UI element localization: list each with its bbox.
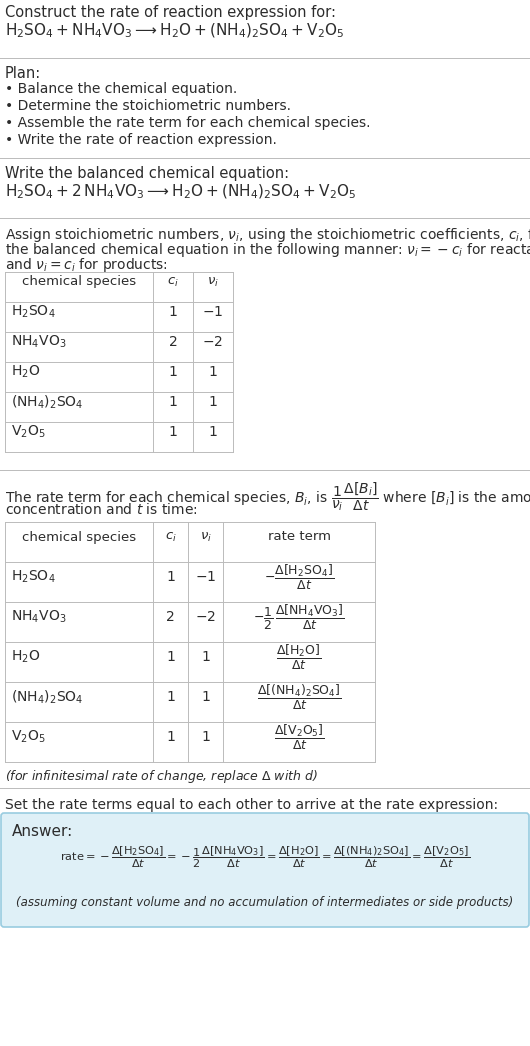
Text: $\mathrm{(NH_4)_2SO_4}$: $\mathrm{(NH_4)_2SO_4}$ [11,688,84,706]
Text: Answer:: Answer: [12,824,73,839]
Text: $\mathrm{H_2SO_4}$: $\mathrm{H_2SO_4}$ [11,569,56,585]
Text: 1: 1 [166,690,175,704]
Text: $\mathrm{V_2O_5}$: $\mathrm{V_2O_5}$ [11,729,46,745]
Text: (for infinitesimal rate of change, replace $\Delta$ with $d$): (for infinitesimal rate of change, repla… [5,768,318,784]
Text: Assign stoichiometric numbers, $\nu_i$, using the stoichiometric coefficients, $: Assign stoichiometric numbers, $\nu_i$, … [5,226,530,244]
Text: $-\dfrac{\Delta[\mathrm{H_2SO_4}]}{\Delta t}$: $-\dfrac{\Delta[\mathrm{H_2SO_4}]}{\Delt… [264,563,334,591]
Text: $\dfrac{\Delta[\mathrm{(NH_4)_2SO_4}]}{\Delta t}$: $\dfrac{\Delta[\mathrm{(NH_4)_2SO_4}]}{\… [257,682,341,711]
Text: $\mathrm{V_2O_5}$: $\mathrm{V_2O_5}$ [11,424,46,440]
Text: and $\nu_i = c_i$ for products:: and $\nu_i = c_i$ for products: [5,256,168,274]
Text: 1: 1 [166,730,175,744]
Text: $\mathrm{H_2O}$: $\mathrm{H_2O}$ [11,364,40,380]
Text: $\mathrm{rate} = -\dfrac{\Delta[\mathrm{H_2SO_4}]}{\Delta t} = -\dfrac{1}{2}\dfr: $\mathrm{rate} = -\dfrac{\Delta[\mathrm{… [60,844,470,869]
Text: $\nu_i$: $\nu_i$ [207,275,219,289]
Text: • Write the rate of reaction expression.: • Write the rate of reaction expression. [5,133,277,147]
Text: 1: 1 [209,365,217,379]
Text: • Assemble the rate term for each chemical species.: • Assemble the rate term for each chemic… [5,116,370,130]
Text: Construct the rate of reaction expression for:: Construct the rate of reaction expressio… [5,5,336,20]
Text: $-2$: $-2$ [195,610,216,624]
Text: $-1$: $-1$ [202,305,224,319]
Text: $c_i$: $c_i$ [167,275,179,289]
Text: Write the balanced chemical equation:: Write the balanced chemical equation: [5,166,289,181]
Text: 1: 1 [169,305,178,319]
Text: 1: 1 [209,425,217,439]
Text: 1: 1 [201,690,210,704]
Text: $\mathrm{H_2SO_4}$: $\mathrm{H_2SO_4}$ [11,303,56,320]
Text: 1: 1 [201,650,210,664]
Text: • Balance the chemical equation.: • Balance the chemical equation. [5,82,237,96]
Text: 1: 1 [166,650,175,664]
Text: $\mathrm{H_2SO_4 + 2\,NH_4VO_3 \longrightarrow H_2O + (NH_4)_2SO_4 + V_2O_5}$: $\mathrm{H_2SO_4 + 2\,NH_4VO_3 \longrigh… [5,183,357,202]
Text: 1: 1 [166,570,175,584]
Text: (assuming constant volume and no accumulation of intermediates or side products): (assuming constant volume and no accumul… [16,896,514,909]
Text: $\mathrm{NH_4VO_3}$: $\mathrm{NH_4VO_3}$ [11,609,66,626]
Text: 1: 1 [209,395,217,409]
Text: • Determine the stoichiometric numbers.: • Determine the stoichiometric numbers. [5,99,291,113]
Text: concentration and $t$ is time:: concentration and $t$ is time: [5,502,198,517]
Text: $\mathrm{(NH_4)_2SO_4}$: $\mathrm{(NH_4)_2SO_4}$ [11,393,84,411]
Text: $\mathrm{H_2SO_4 + NH_4VO_3 \longrightarrow H_2O + (NH_4)_2SO_4 + V_2O_5}$: $\mathrm{H_2SO_4 + NH_4VO_3 \longrightar… [5,22,344,41]
Text: the balanced chemical equation in the following manner: $\nu_i = -c_i$ for react: the balanced chemical equation in the fo… [5,241,530,259]
Text: $-2$: $-2$ [202,335,224,349]
Text: $-1$: $-1$ [195,570,216,584]
Text: Plan:: Plan: [5,66,41,81]
Text: $\dfrac{\Delta[\mathrm{H_2O}]}{\Delta t}$: $\dfrac{\Delta[\mathrm{H_2O}]}{\Delta t}… [276,642,322,672]
Text: 2: 2 [169,335,178,349]
Text: $c_i$: $c_i$ [165,530,176,544]
Text: 2: 2 [166,610,175,624]
Text: 1: 1 [169,395,178,409]
Text: The rate term for each chemical species, $B_i$, is $\dfrac{1}{\nu_i}\dfrac{\Delt: The rate term for each chemical species,… [5,480,530,513]
Text: Set the rate terms equal to each other to arrive at the rate expression:: Set the rate terms equal to each other t… [5,798,498,812]
Text: $-\dfrac{1}{2}\,\dfrac{\Delta[\mathrm{NH_4VO_3}]}{\Delta t}$: $-\dfrac{1}{2}\,\dfrac{\Delta[\mathrm{NH… [253,602,345,632]
Text: $\mathrm{NH_4VO_3}$: $\mathrm{NH_4VO_3}$ [11,334,66,350]
Text: $\dfrac{\Delta[\mathrm{V_2O_5}]}{\Delta t}$: $\dfrac{\Delta[\mathrm{V_2O_5}]}{\Delta … [273,723,324,751]
Text: $\mathrm{H_2O}$: $\mathrm{H_2O}$ [11,649,40,665]
Text: 1: 1 [201,730,210,744]
Text: chemical species: chemical species [22,530,136,544]
Text: rate term: rate term [268,530,331,544]
Text: 1: 1 [169,425,178,439]
Text: $\nu_i$: $\nu_i$ [199,530,211,544]
Text: 1: 1 [169,365,178,379]
FancyBboxPatch shape [1,813,529,927]
Text: chemical species: chemical species [22,275,136,289]
